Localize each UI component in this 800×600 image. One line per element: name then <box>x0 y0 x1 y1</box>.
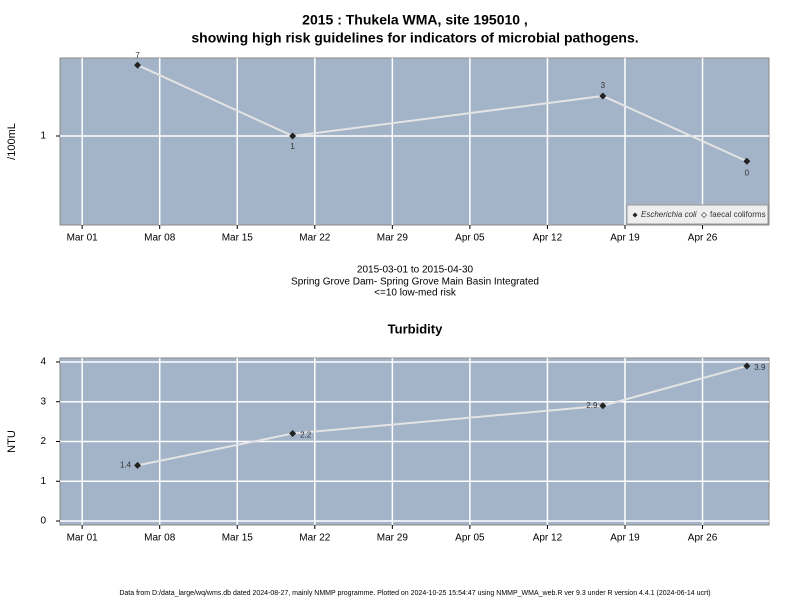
series-line <box>137 64 748 163</box>
y-tick-label: 4 <box>40 357 46 368</box>
data-point <box>289 132 297 140</box>
series-line <box>137 364 748 467</box>
data-point <box>134 61 142 69</box>
data-point <box>743 157 751 165</box>
data-point <box>743 362 751 370</box>
x-tick-label: Apr 05 <box>455 233 485 244</box>
legend-label: Escherichia coli <box>641 210 697 219</box>
x-tick-label: Mar 15 <box>222 533 254 544</box>
data-point <box>599 92 607 100</box>
x-tick-label: Mar 01 <box>67 533 99 544</box>
x-tick-label: Mar 22 <box>299 533 331 544</box>
legend-symbol <box>701 212 707 218</box>
y-axis-label: NTU <box>6 430 18 453</box>
data-label: 2.9 <box>586 401 598 410</box>
data-label: 0 <box>745 168 750 177</box>
plot-area <box>59 57 770 226</box>
data-label: 3.9 <box>754 363 766 372</box>
data-point <box>599 402 607 410</box>
x-tick-label: Mar 22 <box>299 233 331 244</box>
y-tick-label: 2 <box>40 436 46 447</box>
x-tick-label: Apr 19 <box>610 233 640 244</box>
data-label: 1.4 <box>120 460 132 469</box>
x-tick-label: Apr 26 <box>688 533 718 544</box>
y-tick-label: 1 <box>40 131 46 142</box>
x-tick-label: Apr 12 <box>533 233 563 244</box>
caption: Spring Grove Dam- Spring Grove Main Basi… <box>291 277 539 288</box>
data-point <box>134 461 142 469</box>
data-point <box>289 430 297 438</box>
data-label: 7 <box>135 51 140 60</box>
y-tick-label: 3 <box>40 396 46 407</box>
data-label: 1 <box>290 142 295 151</box>
y-tick-label: 1 <box>40 476 46 487</box>
data-label: 2.2 <box>300 431 312 440</box>
caption: <=10 low-med risk <box>374 288 457 299</box>
legend <box>626 204 769 225</box>
data-label: 3 <box>601 81 606 90</box>
y-tick-label: 0 <box>40 516 46 527</box>
chart-title: 2015 : Thukela WMA, site 195010 , <box>302 12 528 28</box>
x-tick-label: Mar 08 <box>144 233 176 244</box>
legend-symbol <box>632 212 638 218</box>
caption: 2015-03-01 to 2015-04-30 <box>357 265 474 276</box>
x-tick-label: Mar 01 <box>67 233 99 244</box>
legend-label: faecal coliforms <box>710 210 766 219</box>
x-tick-label: Mar 29 <box>377 233 409 244</box>
x-tick-label: Apr 19 <box>610 533 640 544</box>
x-tick-label: Apr 12 <box>533 533 563 544</box>
panel-title: Turbidity <box>388 321 443 336</box>
y-axis-label: /100mL <box>6 123 18 160</box>
x-tick-label: Mar 29 <box>377 533 409 544</box>
x-tick-label: Mar 08 <box>144 533 176 544</box>
x-tick-label: Apr 05 <box>455 533 485 544</box>
chart-subtitle: showing high risk guidelines for indicat… <box>191 30 638 46</box>
footer: Data from D:/data_large/wq/wms.db dated … <box>119 590 710 597</box>
x-tick-label: Apr 26 <box>688 233 718 244</box>
x-tick-label: Mar 15 <box>222 233 254 244</box>
